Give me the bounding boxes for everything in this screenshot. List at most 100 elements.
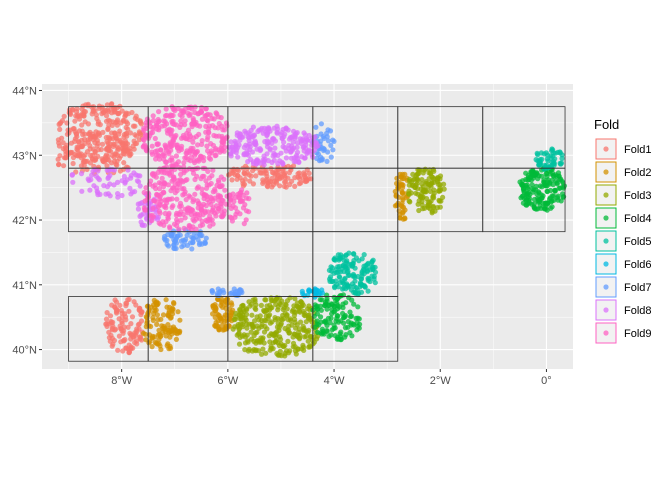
point-fold4 bbox=[355, 304, 361, 310]
point-fold1 bbox=[85, 121, 91, 127]
point-fold8 bbox=[135, 201, 141, 207]
point-fold3 bbox=[407, 199, 413, 205]
legend-item-fold8: Fold8 bbox=[595, 299, 652, 321]
point-fold2 bbox=[146, 340, 152, 346]
point-fold4 bbox=[353, 315, 359, 321]
point-fold5 bbox=[355, 291, 361, 298]
point-fold4 bbox=[542, 181, 548, 187]
point-fold7 bbox=[318, 121, 324, 127]
point-fold1 bbox=[84, 149, 91, 155]
point-fold9 bbox=[156, 109, 162, 115]
point-fold3 bbox=[431, 168, 437, 174]
point-fold9 bbox=[233, 194, 239, 200]
point-fold1 bbox=[285, 163, 291, 169]
point-fold3 bbox=[297, 335, 303, 341]
point-fold7 bbox=[171, 242, 177, 248]
point-fold3 bbox=[266, 333, 272, 339]
point-fold3 bbox=[251, 324, 257, 330]
point-fold6 bbox=[306, 288, 313, 294]
point-fold7 bbox=[190, 239, 196, 245]
point-fold4 bbox=[314, 321, 320, 327]
point-fold9 bbox=[210, 205, 216, 211]
point-fold9 bbox=[168, 166, 174, 172]
point-fold1 bbox=[134, 326, 140, 332]
point-fold7 bbox=[165, 243, 172, 249]
point-fold9 bbox=[209, 173, 215, 179]
point-fold3 bbox=[277, 348, 283, 354]
point-fold5 bbox=[359, 256, 365, 262]
point-fold2 bbox=[392, 188, 398, 195]
y-tick-label: 41°N bbox=[12, 280, 37, 292]
point-fold5 bbox=[365, 288, 371, 294]
point-fold9 bbox=[206, 155, 212, 161]
point-fold2 bbox=[160, 312, 167, 318]
point-fold7 bbox=[202, 239, 208, 245]
point-fold8 bbox=[97, 191, 103, 197]
point-fold9 bbox=[185, 210, 191, 216]
point-fold9 bbox=[222, 187, 228, 193]
point-fold9 bbox=[232, 214, 238, 220]
point-fold9 bbox=[185, 157, 191, 163]
point-fold3 bbox=[244, 321, 250, 327]
point-fold8 bbox=[135, 206, 141, 212]
point-fold3 bbox=[300, 308, 306, 314]
point-fold1 bbox=[79, 122, 85, 128]
point-fold4 bbox=[560, 194, 566, 200]
point-fold9 bbox=[178, 203, 184, 209]
point-fold8 bbox=[280, 144, 286, 150]
point-fold3 bbox=[238, 310, 244, 316]
point-fold9 bbox=[162, 210, 168, 217]
point-fold3 bbox=[273, 331, 279, 338]
legend-swatch bbox=[603, 284, 609, 290]
point-fold9 bbox=[215, 125, 221, 131]
point-fold3 bbox=[252, 305, 258, 311]
point-fold1 bbox=[108, 160, 115, 166]
point-fold9 bbox=[149, 143, 155, 149]
point-fold1 bbox=[81, 136, 88, 142]
point-fold1 bbox=[113, 135, 119, 141]
point-fold9 bbox=[149, 129, 156, 136]
point-fold3 bbox=[435, 175, 441, 181]
point-fold3 bbox=[242, 347, 248, 353]
point-fold9 bbox=[243, 217, 249, 223]
point-fold1 bbox=[104, 107, 111, 113]
point-fold8 bbox=[141, 222, 148, 228]
point-fold1 bbox=[115, 347, 121, 353]
point-fold1 bbox=[107, 313, 114, 319]
point-fold4 bbox=[544, 188, 550, 194]
point-fold3 bbox=[422, 205, 428, 211]
point-fold8 bbox=[251, 132, 257, 138]
point-fold2 bbox=[169, 305, 175, 311]
point-fold8 bbox=[250, 124, 256, 130]
point-fold9 bbox=[161, 180, 167, 186]
point-fold7 bbox=[321, 146, 327, 152]
point-fold4 bbox=[545, 177, 551, 183]
point-fold3 bbox=[267, 339, 273, 345]
point-fold4 bbox=[329, 327, 335, 333]
legend-label: Fold5 bbox=[624, 236, 652, 248]
point-fold5 bbox=[370, 264, 376, 270]
point-fold9 bbox=[167, 172, 173, 178]
point-fold3 bbox=[436, 188, 442, 194]
point-fold3 bbox=[254, 314, 260, 320]
point-fold9 bbox=[174, 188, 180, 194]
point-fold1 bbox=[121, 160, 127, 166]
point-fold9 bbox=[195, 184, 201, 190]
point-fold4 bbox=[332, 308, 338, 314]
point-fold9 bbox=[213, 213, 219, 219]
point-fold8 bbox=[264, 151, 270, 157]
point-fold3 bbox=[285, 328, 291, 334]
point-fold3 bbox=[305, 306, 311, 312]
point-fold9 bbox=[171, 121, 177, 127]
point-fold4 bbox=[348, 320, 354, 326]
point-fold9 bbox=[218, 213, 224, 219]
point-fold5 bbox=[541, 151, 547, 157]
point-fold5 bbox=[335, 252, 341, 258]
point-fold9 bbox=[206, 126, 212, 132]
point-fold1 bbox=[118, 120, 124, 126]
point-fold3 bbox=[267, 302, 273, 308]
point-fold3 bbox=[413, 190, 419, 196]
point-fold1 bbox=[75, 144, 81, 150]
point-fold4 bbox=[533, 183, 539, 189]
point-fold3 bbox=[244, 325, 250, 331]
